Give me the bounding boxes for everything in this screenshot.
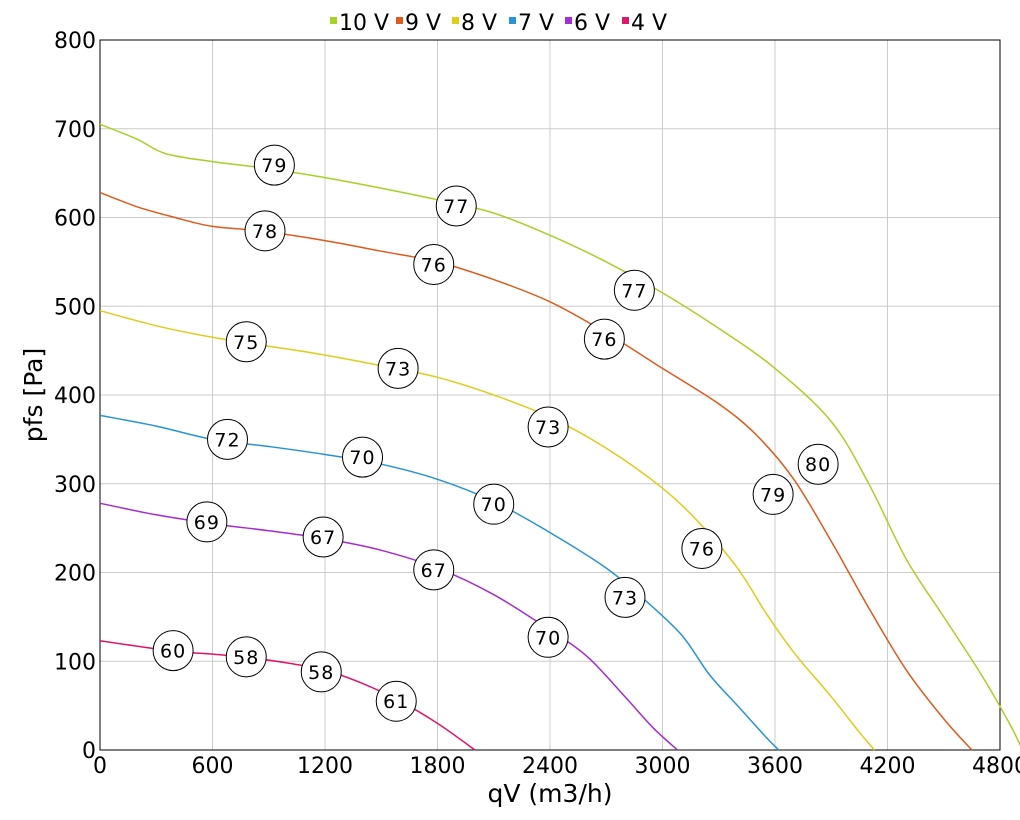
- legend-swatch: [330, 17, 337, 24]
- annotation-label: 76: [421, 255, 447, 277]
- y-tick-label: 600: [54, 207, 96, 232]
- annotation-label: 79: [261, 155, 287, 177]
- annotation-label: 70: [535, 627, 561, 649]
- annotation-label: 75: [233, 332, 259, 354]
- x-tick-label: 1200: [297, 754, 353, 779]
- annotation-circle: [752, 473, 794, 515]
- annotation-circle: [302, 516, 344, 558]
- annotation-circle: [225, 321, 267, 363]
- y-tick-label: 100: [54, 650, 96, 675]
- legend-label: 4 V: [631, 11, 667, 36]
- annotation-label: 69: [194, 512, 220, 534]
- x-tick-label: 1800: [410, 754, 466, 779]
- legend-item-8v[interactable]: 8 V: [452, 11, 497, 36]
- annotation-circle: [527, 406, 569, 448]
- annotation-circle: [377, 347, 419, 389]
- legend-swatch: [509, 17, 516, 24]
- annotation-label: 77: [443, 196, 469, 218]
- legend-swatch: [622, 17, 629, 24]
- annotation-label: 58: [308, 662, 334, 684]
- legend-label: 9 V: [405, 11, 441, 36]
- annotation-circle: [375, 680, 417, 722]
- annotation-label: 61: [383, 691, 409, 713]
- y-tick-label: 300: [54, 473, 96, 498]
- annotation-label: 67: [310, 527, 336, 549]
- annotation-label: 80: [805, 454, 831, 476]
- annotation-circle: [473, 483, 515, 525]
- annotation-label: 76: [591, 329, 617, 351]
- annotation-circle: [207, 418, 248, 460]
- legend-item-9v[interactable]: 9 V: [396, 11, 441, 36]
- annotation-label: 67: [421, 560, 447, 582]
- annotation-circle: [244, 210, 286, 252]
- x-tick-label: 3600: [747, 754, 803, 779]
- series-line-8v: [99, 309, 875, 751]
- annotation-circle: [152, 630, 194, 672]
- annotation-label: 72: [214, 429, 240, 451]
- annotation-circle: [583, 318, 625, 360]
- x-tick-label: 3000: [635, 754, 691, 779]
- x-axis-title: qV (m3/h): [488, 779, 613, 808]
- annotation-circle: [797, 443, 839, 485]
- annotation-label: 73: [612, 587, 638, 609]
- legend-label: 10 V: [339, 11, 389, 36]
- y-tick-label: 500: [54, 295, 96, 320]
- legend-item-6v[interactable]: 6 V: [565, 11, 610, 36]
- legend-item-10v[interactable]: 10 V: [330, 11, 389, 36]
- annotation-circle: [225, 636, 267, 678]
- legend-swatch: [565, 17, 572, 24]
- legend-item-4v[interactable]: 4 V: [622, 11, 667, 36]
- x-tick-label: 4200: [860, 754, 916, 779]
- annotation-circle: [413, 549, 455, 591]
- y-tick-label: 800: [54, 29, 96, 54]
- annotation-circle: [527, 616, 569, 658]
- annotation-circle: [435, 185, 477, 227]
- annotation-circle: [613, 269, 655, 311]
- legend-label: 7 V: [518, 11, 554, 36]
- annotation-label: 79: [760, 484, 786, 506]
- annotation-circle: [604, 576, 646, 618]
- annotation-circle: [413, 244, 455, 286]
- y-tick-label: 700: [54, 118, 96, 143]
- annotation-label: 70: [481, 494, 507, 516]
- plot-frame: [99, 39, 1001, 751]
- legend[interactable]: 10 V 9 V 8 V 7 V 6 V 4 V: [330, 11, 667, 36]
- legend-swatch: [452, 17, 459, 24]
- annotation-layer: 79 77 77 80 78 76 76 79 75 73 73 76 72 70 70 73 69 67 67 70…: [152, 144, 839, 722]
- annotation-label: 77: [621, 280, 647, 302]
- annotation-label: 78: [252, 221, 278, 243]
- legend-item-7v[interactable]: 7 V: [509, 11, 554, 36]
- annotation-label: 58: [233, 647, 259, 669]
- annotation-label: 60: [160, 641, 186, 663]
- annotation-circle: [253, 144, 295, 186]
- annotation-label: 76: [689, 539, 715, 561]
- x-tick-label: 600: [192, 754, 234, 779]
- x-tick-label: 2400: [522, 754, 578, 779]
- x-tick-label: 0: [93, 754, 107, 779]
- y-tick-label: 400: [54, 384, 96, 409]
- annotation-label: 70: [349, 447, 375, 469]
- annotation-circle: [300, 651, 342, 693]
- annotation-label: 73: [535, 417, 561, 439]
- legend-swatch: [396, 17, 403, 24]
- y-tick-label: 0: [82, 739, 96, 764]
- y-tick-label: 200: [54, 562, 96, 587]
- annotation-circle: [342, 436, 383, 478]
- annotation-circle: [186, 501, 228, 543]
- annotation-label: 73: [385, 358, 411, 380]
- legend-label: 6 V: [574, 11, 610, 36]
- series-line-9v: [99, 191, 973, 751]
- annotation-circle: [681, 528, 723, 570]
- legend-label: 8 V: [461, 11, 497, 36]
- y-axis-title: pfs [Pa]: [19, 348, 48, 442]
